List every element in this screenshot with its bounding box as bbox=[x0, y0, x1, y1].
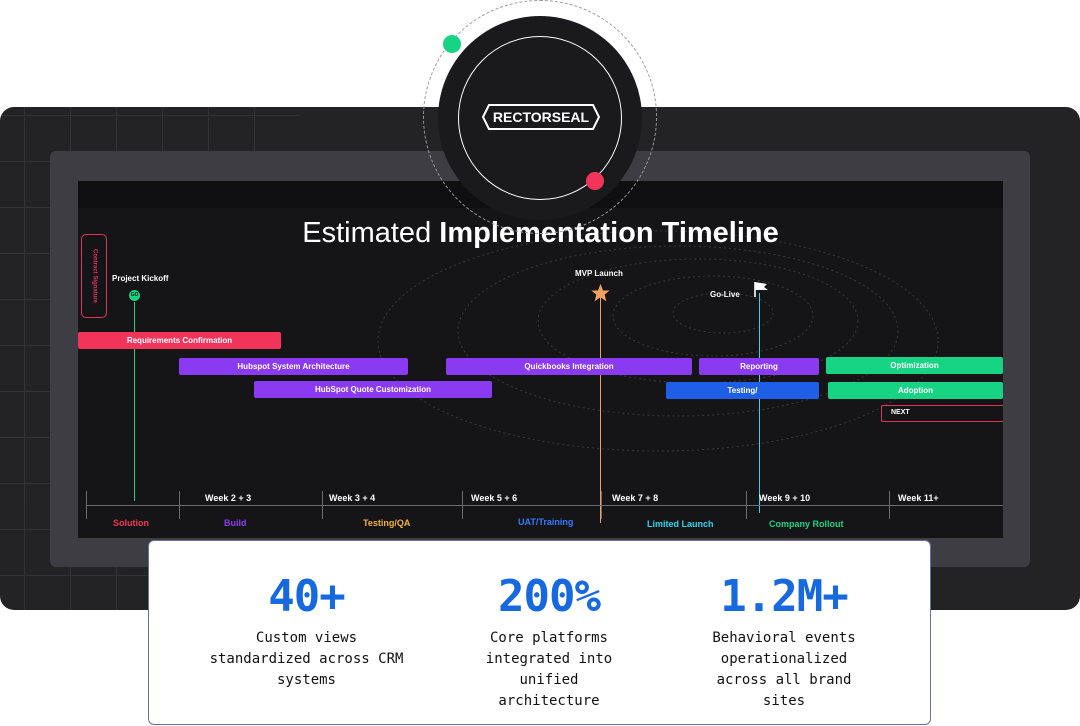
axis-tick bbox=[601, 491, 602, 519]
axis-tick bbox=[179, 491, 180, 519]
week-label: Week 9 + 10 bbox=[759, 493, 811, 503]
stat-desc-line: systems bbox=[276, 672, 336, 688]
bar-testing: Testing/ bbox=[666, 382, 819, 399]
week-label: Week 3 + 4 bbox=[329, 493, 376, 503]
flag-icon bbox=[754, 282, 768, 297]
stat-value: 200% bbox=[498, 571, 601, 622]
star-icon bbox=[591, 283, 610, 302]
topographic-contours bbox=[377, 230, 939, 452]
axis-tick bbox=[746, 491, 747, 519]
bar-quickbooks: Quickbooks Integration bbox=[446, 358, 692, 375]
week-label: Week 2 + 3 bbox=[205, 493, 252, 503]
week-label: Week 7 + 8 bbox=[612, 493, 659, 503]
stats-card: 40+ Custom views standardized across CRM… bbox=[148, 540, 931, 725]
badge-dotted-ring bbox=[423, 0, 657, 234]
timeline-axis bbox=[86, 505, 1003, 506]
stat-desc-line: Behavioral events bbox=[712, 630, 856, 646]
timeline-slide: Estimated Implementation Timeline Contra… bbox=[78, 181, 1003, 538]
bar-adoption: Adoption bbox=[828, 382, 1003, 399]
stat-desc-line: architecture bbox=[498, 693, 600, 709]
red-dot bbox=[586, 172, 604, 190]
milestone-kickoff-label: Project Kickoff bbox=[112, 274, 169, 283]
week-label: Week 11+ bbox=[898, 493, 939, 503]
stat-desc-line: unified bbox=[519, 672, 579, 688]
stat-behavioral-events: 1.2M+ Behavioral events operationalized … bbox=[669, 541, 899, 712]
milestone-mvp-label: MVP Launch bbox=[575, 269, 623, 278]
kickoff-line bbox=[134, 291, 135, 501]
mvp-line bbox=[600, 293, 601, 523]
bar-architecture: Hubspot System Architecture bbox=[179, 358, 408, 375]
stat-desc-line: sites bbox=[762, 693, 806, 709]
stat-description: Core platforms integrated into unified a… bbox=[434, 628, 664, 712]
golive-line bbox=[759, 293, 760, 513]
phase-build: Build bbox=[224, 518, 247, 528]
bar-optimization: Optimization bbox=[826, 357, 1003, 374]
stat-description: Behavioral events operationalized across… bbox=[669, 628, 899, 712]
contract-signature-box: Contract Signature bbox=[81, 234, 107, 318]
next-box: NEXT bbox=[881, 405, 1003, 422]
stat-desc-line: Core platforms bbox=[489, 630, 608, 646]
logo-badge-ring bbox=[458, 36, 622, 200]
stat-desc-line: integrated into bbox=[485, 651, 613, 667]
phase-limited: Limited Launch bbox=[647, 519, 714, 529]
milestone-golive-label: Go-Live bbox=[710, 290, 740, 299]
phase-uat: UAT/Training bbox=[518, 517, 574, 527]
phase-solution: Solution bbox=[113, 518, 149, 528]
rectorseal-logo: RECTORSEAL bbox=[481, 104, 601, 130]
stat-value: 1.2M+ bbox=[720, 571, 848, 622]
phase-testing: Testing/QA bbox=[363, 518, 411, 528]
bar-reporting: Reporting bbox=[699, 358, 819, 375]
bar-requirements: Requirements Confirmation bbox=[78, 332, 281, 349]
contract-signature-label: Contract Signature bbox=[91, 248, 98, 304]
week-label: Week 5 + 6 bbox=[471, 493, 518, 503]
stat-custom-views: 40+ Custom views standardized across CRM… bbox=[189, 541, 424, 691]
stat-desc-line: operationalized bbox=[720, 651, 848, 667]
phase-rollout: Company Rollout bbox=[769, 519, 844, 529]
axis-tick bbox=[889, 491, 890, 519]
bar-quote: HubSpot Quote Customization bbox=[254, 381, 492, 398]
green-dot bbox=[443, 35, 461, 53]
title-light: Estimated bbox=[302, 217, 432, 249]
go-marker-icon: GO bbox=[128, 289, 141, 302]
stat-desc-line: standardized across CRM bbox=[209, 651, 404, 667]
logo-text: RECTORSEAL bbox=[493, 109, 590, 125]
stat-desc-line: across all brand bbox=[716, 672, 852, 688]
stat-desc-line: Custom views bbox=[255, 630, 358, 646]
axis-tick bbox=[462, 491, 463, 519]
stat-core-platforms: 200% Core platforms integrated into unif… bbox=[434, 541, 664, 712]
stat-description: Custom views standardized across CRM sys… bbox=[189, 628, 424, 691]
stat-value: 40+ bbox=[268, 571, 345, 622]
axis-tick bbox=[322, 491, 323, 519]
axis-tick bbox=[86, 491, 87, 519]
